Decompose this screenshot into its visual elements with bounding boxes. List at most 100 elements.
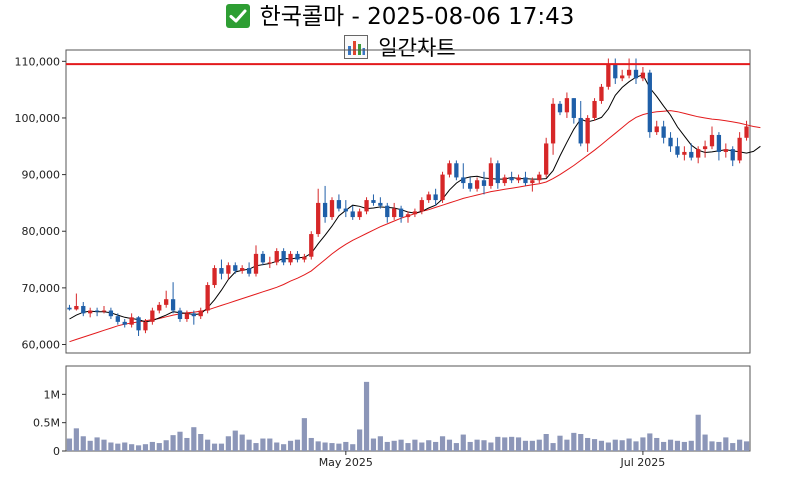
candle-body <box>502 177 507 184</box>
candle-body <box>412 211 418 215</box>
candle-body <box>737 137 742 161</box>
candle-body <box>530 180 535 184</box>
volume-bar <box>529 440 535 451</box>
volume-bar <box>370 438 377 451</box>
candle-body <box>585 117 590 144</box>
volume-bar <box>460 434 466 451</box>
volume-bar <box>177 431 183 451</box>
volume-bar <box>281 444 287 451</box>
candle-body <box>177 310 183 320</box>
volume-bar <box>723 437 729 451</box>
volume-bar <box>308 437 314 451</box>
candle-body <box>150 310 155 322</box>
volume-bar <box>536 439 542 451</box>
volume-bar <box>142 444 149 451</box>
volume-bar <box>191 427 197 451</box>
candle-body <box>405 214 411 218</box>
candle-body <box>571 98 576 118</box>
candle-body <box>233 265 238 271</box>
volume-bar <box>149 441 155 451</box>
candle-body <box>592 100 597 118</box>
volume-bar <box>564 439 570 451</box>
candle-body <box>371 200 376 203</box>
candle-body <box>115 316 120 322</box>
volume-bar <box>108 442 114 451</box>
candle-body <box>447 163 452 175</box>
bar-chart-icon <box>344 35 369 59</box>
candle-body <box>578 117 583 144</box>
volume-bar <box>633 441 639 451</box>
price-panel-frame <box>65 49 751 354</box>
candle-body <box>433 194 438 201</box>
volume-bar <box>695 414 701 451</box>
candle-body <box>74 305 79 310</box>
volume-bar <box>612 439 618 451</box>
volume-bar <box>453 443 459 451</box>
volume-bar <box>115 443 121 451</box>
candle-body <box>240 268 245 271</box>
candle-body <box>620 75 625 79</box>
volume-bar <box>515 437 522 451</box>
candle-body <box>136 317 141 331</box>
volume-bar <box>509 436 515 451</box>
volume-bar <box>198 434 204 451</box>
volume-bar <box>598 440 605 451</box>
candle-body <box>474 180 480 189</box>
candle-body <box>219 268 224 274</box>
candle-body <box>440 174 445 201</box>
candle-body <box>295 253 300 260</box>
candle-body <box>184 313 190 320</box>
volume-bar <box>122 442 128 451</box>
volume-bar <box>426 440 432 451</box>
candle-body <box>640 72 646 79</box>
candle-body <box>170 299 176 311</box>
volume-bar <box>377 436 383 451</box>
volume-bar <box>674 440 681 451</box>
volume-bar <box>211 443 218 451</box>
candle-body <box>716 134 722 152</box>
volume-bar <box>66 438 73 451</box>
candle-body <box>461 177 466 184</box>
x-tick-label: Jul 2025 <box>620 456 666 469</box>
candle-body <box>350 211 355 218</box>
chart-subtitle: 일간차트 <box>0 33 800 63</box>
volume-bar <box>287 440 294 451</box>
candle-body <box>626 69 632 76</box>
volume-bar <box>357 429 363 451</box>
candle-body <box>564 98 570 113</box>
candle-body <box>702 146 708 150</box>
candle-body <box>329 200 335 218</box>
candle-body <box>212 268 217 286</box>
candle-body <box>488 163 494 186</box>
volume-bar <box>336 443 342 451</box>
candle-body <box>495 163 500 184</box>
price-tick-label: 80,000 <box>22 225 61 238</box>
volume-bar <box>274 442 280 451</box>
candle-body <box>157 304 162 311</box>
candle-body <box>744 126 749 138</box>
volume-bar <box>640 437 646 451</box>
candle-body <box>67 307 72 310</box>
x-tick-label: May 2025 <box>319 456 373 469</box>
candle-body <box>668 137 673 147</box>
candle-body <box>682 151 687 155</box>
volume-bar <box>626 438 632 451</box>
price-tick-label: 60,000 <box>22 339 61 352</box>
volume-bar <box>218 443 225 451</box>
candle-body <box>143 321 148 331</box>
volume-bar <box>737 439 743 451</box>
volume-bar <box>481 440 487 451</box>
volume-bar <box>578 434 584 451</box>
check-mark-icon <box>225 4 250 28</box>
price-tick-label: 100,000 <box>15 112 61 125</box>
volume-bar <box>246 439 252 451</box>
candle-body <box>516 177 521 181</box>
candle-body <box>101 310 107 312</box>
volume-bar <box>557 435 563 451</box>
candle-body <box>509 177 514 181</box>
volume-bar <box>267 438 273 451</box>
volume-bar <box>73 428 79 451</box>
candle-body <box>730 149 735 161</box>
candle-body <box>654 126 659 133</box>
